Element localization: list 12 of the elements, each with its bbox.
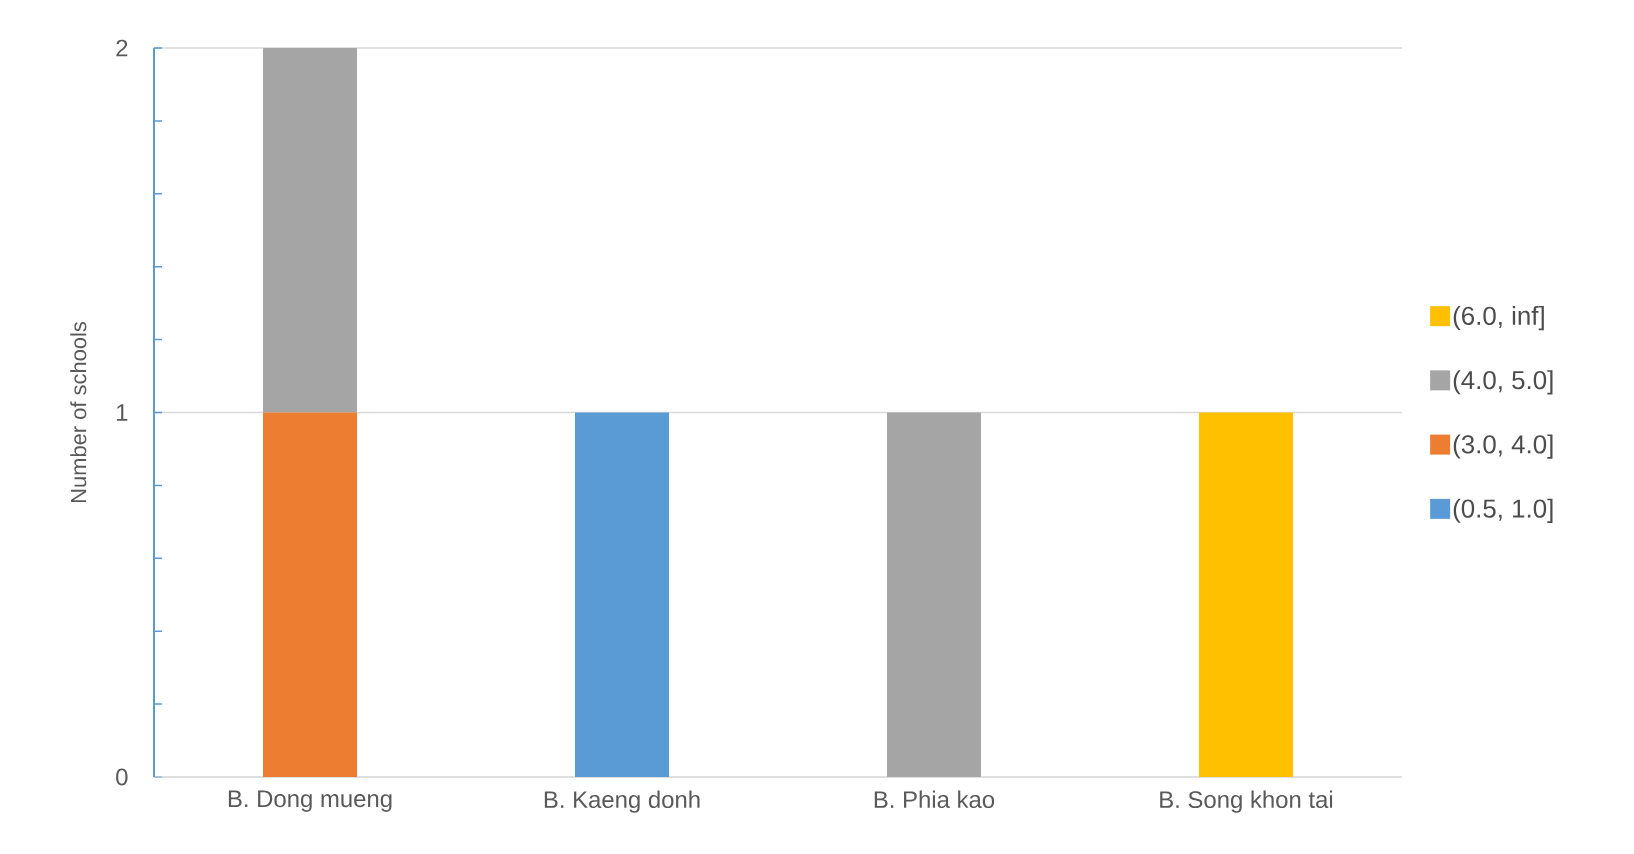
legend-label: (6.0, inf] [1453,305,1544,331]
y-tick-label: 0 [116,768,128,786]
x-tick-label: B. Kaeng donh [544,790,700,813]
x-tick-label: B. Dong mueng [228,790,392,812]
legend-label: (3.0, 4.0] [1453,434,1553,459]
legend-label: (0.5, 1.0] [1453,498,1553,523]
y-tick-label: 2 [116,39,128,57]
x-tick-label: B. Phia kao [874,790,995,809]
y-axis-title: Number of schools [70,321,87,503]
legend-label: (4.0, 5.0] [1453,370,1553,395]
y-tick-label: 1 [117,404,128,421]
x-tick-label: B. Song khon tai [1160,790,1333,813]
